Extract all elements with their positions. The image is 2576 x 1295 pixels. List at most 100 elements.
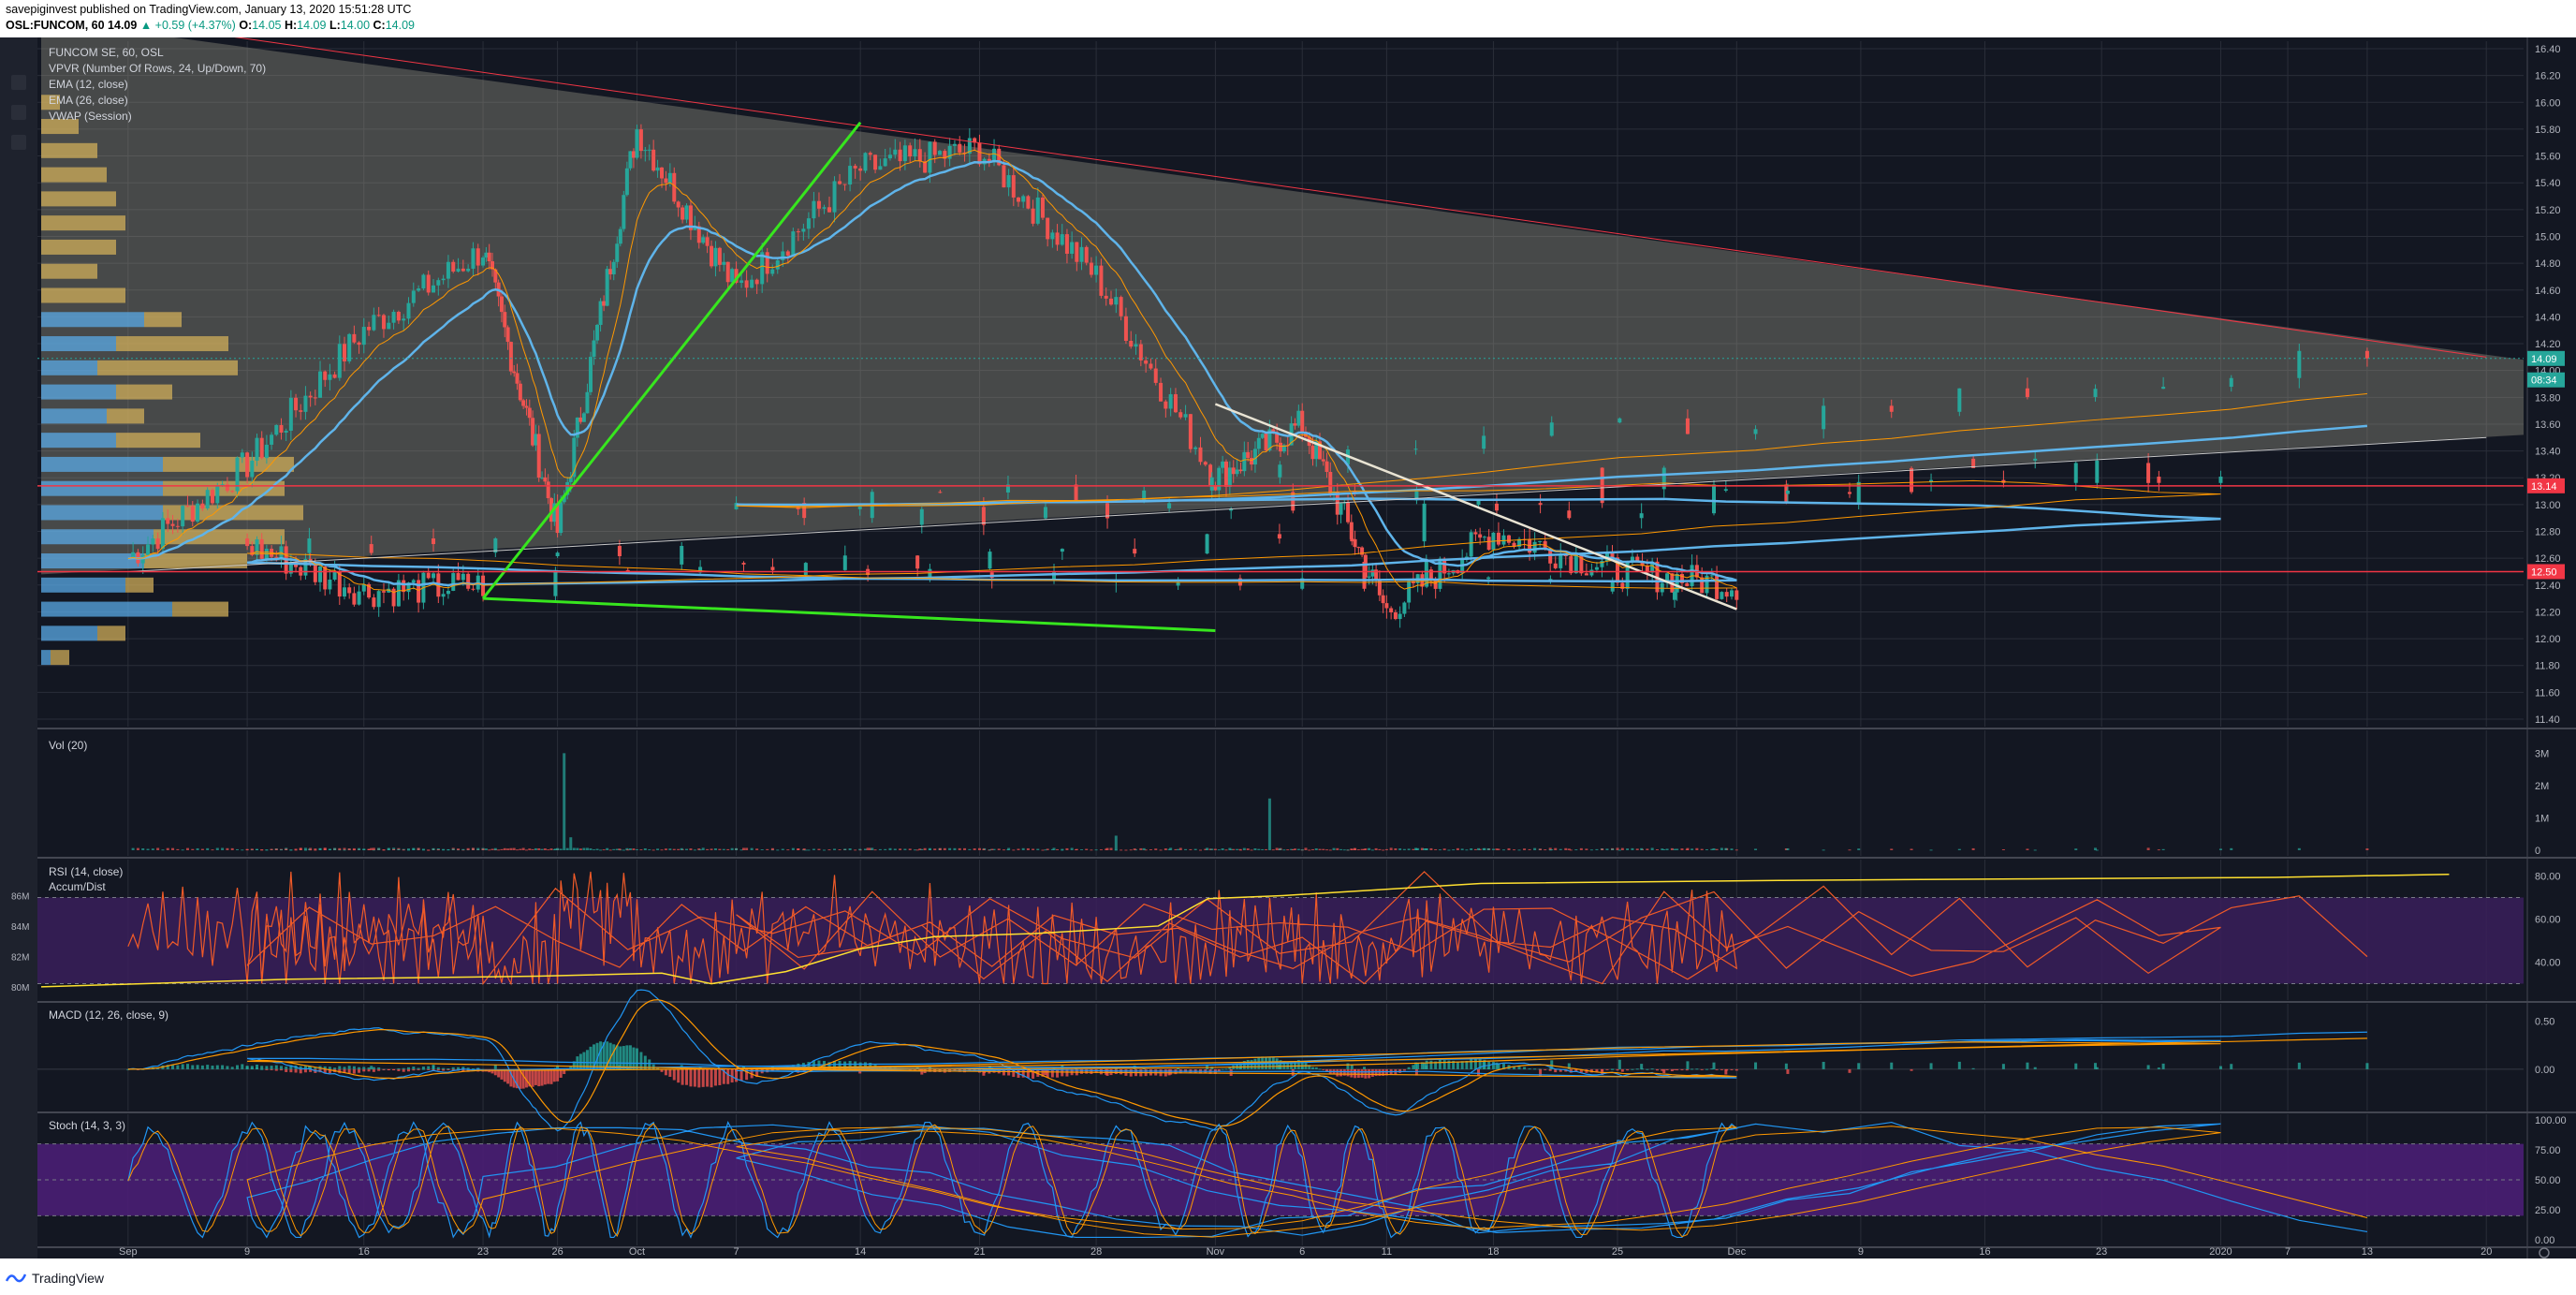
macd-histogram-bar [643,1055,647,1069]
volume-bar [1050,848,1054,850]
volume-bar [1178,847,1182,850]
vpvr-up-bar [41,480,163,496]
macd-histogram-bar [622,1046,625,1069]
candle-body [578,417,583,422]
candle-body [2157,477,2161,483]
open-value: 14.05 [252,19,282,32]
candle-body [1494,503,1499,511]
volume-bar [1099,849,1103,851]
volume-bar [1291,849,1295,851]
volume-bar [270,848,273,850]
vpvr-up-bar [41,312,144,328]
volume-bar [274,848,278,850]
price-axis-tick: 15.80 [2535,125,2561,136]
candle-body [288,397,293,431]
volume-bar [786,849,790,851]
volume-bar [1325,849,1329,851]
volume-bar [710,848,713,850]
volume-bar [314,849,317,851]
macd-histogram-bar [1754,1062,1758,1069]
volume-bar [804,849,808,851]
footer-brand[interactable]: TradingView [6,1271,104,1286]
candle-body [1310,446,1315,460]
candle-body [1377,580,1382,596]
macd-histogram-bar [1221,1068,1224,1070]
candle-body [1300,410,1305,432]
stoch-axis-tick: 0.00 [2535,1235,2554,1246]
macd-histogram-bar [343,1067,346,1069]
volume-bar [1425,848,1428,850]
macd-histogram-bar [402,1068,405,1072]
volume-bar [648,849,651,851]
candle-body [190,506,195,522]
volume-bar [1114,849,1118,851]
volume-bar [923,847,927,850]
vpvr-down-bar [172,601,228,617]
macd-histogram-bar [323,1068,327,1074]
time-axis-tick: 13 [2362,1246,2373,1258]
volume-bar [992,848,996,850]
candle-body [1673,591,1677,600]
candle-body [220,484,225,486]
candle-body [838,181,842,184]
macd-histogram-bar [1120,1068,1123,1075]
trendline-upper-channel-red [234,37,2487,358]
volume-bar [755,848,759,850]
macd-histogram-bar [256,1065,259,1069]
candle-body [376,591,381,608]
price-change: ▲ +0.59 (+4.37%) [139,19,236,32]
vpvr-down-bar [154,529,285,545]
vpvr-down-bar [107,408,144,424]
candle-body [812,200,816,219]
candle-body [531,418,535,446]
macd-histogram-bar [307,1066,311,1069]
volume-bar [1238,848,1242,850]
volume-bar [141,847,145,850]
macd-histogram-bar [1673,1068,1676,1070]
volume-bar [1346,849,1350,851]
volume-bar [968,848,972,850]
vpvr-down-bar [41,191,116,207]
macd-histogram-bar [1662,1068,1666,1074]
volume-bar [1032,848,1035,850]
candle-body [1164,401,1168,409]
volume-bar [1616,847,1619,850]
candle-body [827,207,832,213]
price-axis-tick: 16.20 [2535,71,2561,82]
volume-bar [1328,849,1332,851]
macd-histogram-bar [493,1068,497,1076]
volume-bar [1402,848,1406,850]
volume-bar [343,847,346,850]
volume-bar [1700,848,1704,850]
candle-body [1584,573,1588,576]
volume-bar [1528,848,1531,850]
candle-body [1104,295,1108,299]
candle-body [303,395,308,412]
macd-histogram-bar [854,1061,857,1069]
candle-body [259,437,264,459]
macd-histogram-bar [593,1044,596,1069]
candle-body [1099,265,1104,296]
macd-histogram-bar [770,1068,774,1072]
volume-bar [1184,848,1188,850]
chart-canvas[interactable]: 16.40 16.20 16.00 15.80 15.60 15.40 15.20 15.00… [0,37,2576,1264]
symbol[interactable]: OSL:FUNCOM, 60 [6,19,105,32]
toolbar-tool-icon [11,105,26,120]
candle-body [342,344,346,361]
volume-bar [1554,847,1558,850]
price-axis-tick: 14.60 [2535,286,2561,297]
candle-body [1630,556,1634,562]
macd-histogram-bar [833,1060,837,1069]
candle-body [406,302,411,319]
candle-body [2073,463,2078,483]
volume-bar [185,847,189,850]
volume-bar [540,848,544,850]
price-axis-tick: 13.60 [2535,419,2561,431]
macd-histogram-bar [1007,1068,1011,1076]
volume-bar [599,849,603,851]
volume-bar [827,849,831,851]
macd-histogram-bar [221,1065,225,1069]
volume-bar [1617,849,1621,851]
macd-histogram-bar [1528,1068,1531,1070]
volume-bar [556,847,560,850]
